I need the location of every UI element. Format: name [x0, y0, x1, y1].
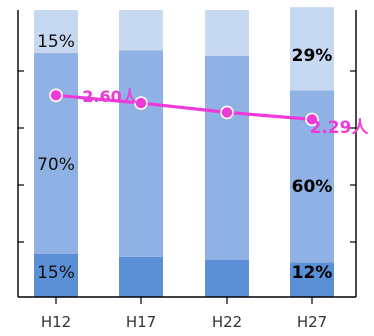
x-tick-label-h17: H17 [126, 313, 156, 331]
x-tick-label-h22: H22 [212, 313, 242, 331]
line-point-h22 [220, 105, 234, 120]
x-tick-label-h27: H27 [297, 313, 327, 331]
line-point-h12 [49, 88, 63, 103]
bar-segment-h27-2 [290, 7, 334, 91]
line-label-1: 2.29人 [310, 118, 370, 138]
bar-segment-h22-1 [205, 55, 249, 260]
bar-segment-h12-0 [34, 253, 78, 297]
average-household-line [54, 93, 314, 121]
line-point-h27 [305, 112, 319, 127]
bar-segment-h22-2 [205, 10, 249, 56]
bar-label-h12-1: 70% [37, 155, 75, 175]
bar-label-h27-1: 60% [292, 177, 333, 197]
bar-label-h12-0: 15% [37, 263, 75, 283]
bar-label-h27-2: 29% [292, 46, 333, 66]
bar-segment-h27-0 [290, 262, 334, 297]
bar-label-h12-2: 15% [37, 32, 75, 52]
bar-segment-h12-2 [34, 10, 78, 54]
bar-segment-h17-0 [119, 256, 163, 297]
bar-label-h27-0: 12% [292, 263, 333, 283]
bar-segment-h12-1 [34, 53, 78, 254]
bar-segment-h17-1 [119, 50, 163, 257]
bar-segment-h17-2 [119, 10, 163, 51]
x-tick-label-h12: H12 [41, 313, 71, 331]
bar-segment-h22-0 [205, 259, 249, 297]
line-label-0: 2.60人 [82, 87, 138, 106]
line-point-h17 [134, 96, 148, 110]
